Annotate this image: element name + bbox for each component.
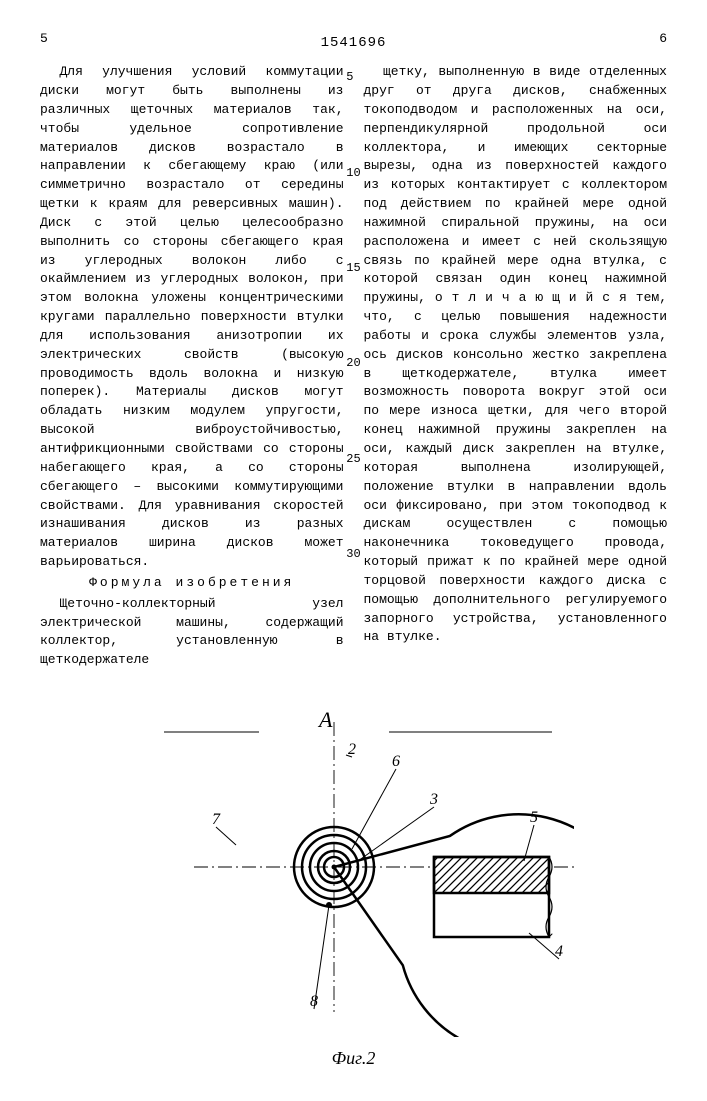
- figure-svg: А2 6 3 5 4 7 8: [134, 697, 574, 1037]
- svg-text:5: 5: [530, 809, 538, 826]
- svg-text:8: 8: [310, 993, 318, 1010]
- svg-text:6: 6: [392, 753, 400, 770]
- svg-text:А: А: [317, 707, 333, 732]
- para: Для улучшения условий коммутации диски м…: [40, 63, 344, 572]
- figure-2: А2 6 3 5 4 7 8 Фиг.2: [40, 697, 667, 1071]
- text-columns-wrap: 5 10 15 20 25 30 Для улучшения условий к…: [40, 63, 667, 672]
- svg-text:3: 3: [429, 791, 438, 808]
- text-columns: Для улучшения условий коммутации диски м…: [40, 63, 667, 672]
- page-header: 5 6 1541696: [40, 30, 667, 53]
- figure-caption: Фиг.2: [40, 1045, 667, 1071]
- svg-text:7: 7: [212, 811, 221, 828]
- right-colnum: 6: [659, 30, 667, 49]
- right-column: щетку, выполненную в виде отделенных дру…: [364, 63, 668, 672]
- left-column: Для улучшения условий коммутации диски м…: [40, 63, 344, 672]
- svg-text:4: 4: [555, 943, 563, 960]
- svg-text:2: 2: [348, 741, 356, 758]
- left-colnum: 5: [40, 30, 48, 49]
- para: щетку, выполненную в виде отделенных дру…: [364, 63, 668, 647]
- formula-title: Формула изобретения: [40, 574, 344, 593]
- patent-number: 1541696: [40, 33, 667, 53]
- para: Щеточно-коллекторный узел электрической …: [40, 595, 344, 670]
